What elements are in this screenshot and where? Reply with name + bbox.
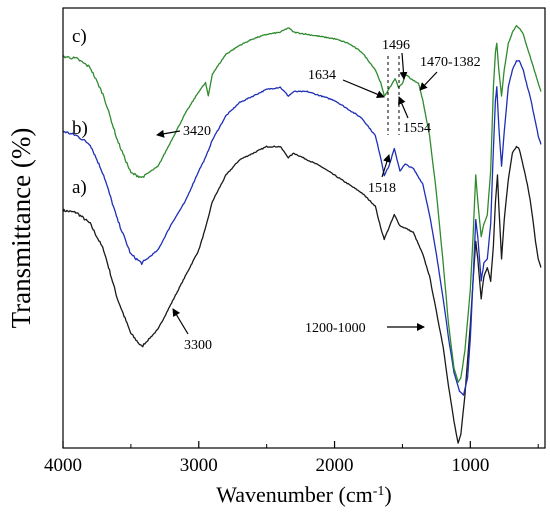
annotation-arrow-1554 [398, 96, 409, 119]
x-tick-label-4000: 4000 [44, 455, 82, 476]
x-axis-tick-labels: 4000 3000 2000 1000 [44, 455, 489, 476]
annotation-arrow-3300 [172, 308, 189, 335]
annotation-1518: 1518 [368, 181, 396, 196]
x-axis-ticks [62, 441, 539, 448]
series-line-a [62, 145, 542, 444]
annotation-1470-1382: 1470-1382 [420, 55, 481, 70]
x-axis-title-sup: -1 [373, 484, 385, 499]
y-axis-title: Transmittance (%) [6, 128, 36, 329]
curves-layer [62, 25, 542, 444]
curve-labels: c) b) a) [72, 26, 88, 198]
x-tick-label-3000: 3000 [180, 455, 218, 476]
curve-label-c: c) [72, 26, 87, 47]
x-axis-title-close: ) [384, 482, 391, 507]
series-line-c [62, 25, 542, 383]
annotation-arrow-1518 [381, 154, 391, 178]
x-tick-label-2000: 2000 [316, 455, 354, 476]
annotation-3300: 3300 [184, 338, 212, 353]
x-tick-label-1000: 1000 [451, 455, 489, 476]
series-line-b [62, 60, 542, 396]
annotation-3420: 3420 [183, 124, 211, 139]
annotation-1200-1000: 1200-1000 [305, 321, 366, 336]
x-axis-title: Wavenumber (cm-1) [216, 482, 391, 507]
annotation-1634: 1634 [308, 68, 336, 83]
annotation-arrow-1470-1382 [419, 71, 438, 91]
x-axis-title-main: Wavenumber (cm [216, 482, 372, 507]
annotation-1496: 1496 [382, 38, 410, 53]
annotation-1554: 1554 [403, 121, 431, 136]
annotation-arrow-3420 [156, 129, 181, 138]
plot-frame [62, 7, 546, 449]
annotation-arrow-1496 [399, 52, 408, 80]
curve-label-b: b) [72, 118, 88, 139]
annotations-layer: 3420 3300 1634 1496 1470-1382 1554 1518 … [156, 38, 481, 353]
curve-label-a: a) [72, 177, 87, 198]
annotation-arrow-1634 [342, 79, 385, 99]
